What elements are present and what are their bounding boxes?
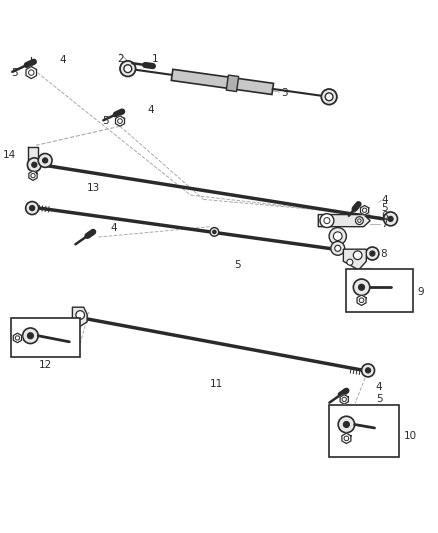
Circle shape: [359, 284, 364, 290]
FancyBboxPatch shape: [329, 405, 399, 457]
Circle shape: [31, 173, 35, 177]
Text: 4: 4: [110, 223, 117, 233]
Circle shape: [325, 93, 333, 101]
Text: 7: 7: [381, 219, 388, 229]
Circle shape: [343, 422, 350, 427]
Circle shape: [42, 158, 48, 163]
Circle shape: [342, 397, 346, 401]
Circle shape: [29, 205, 35, 211]
Circle shape: [210, 228, 219, 236]
Circle shape: [120, 61, 136, 76]
Polygon shape: [13, 333, 21, 343]
Polygon shape: [226, 75, 239, 92]
Circle shape: [32, 162, 37, 167]
Polygon shape: [171, 69, 273, 94]
Text: 13: 13: [87, 183, 100, 193]
Text: 14: 14: [4, 150, 17, 160]
Circle shape: [335, 245, 341, 252]
Circle shape: [388, 216, 393, 222]
Circle shape: [353, 279, 370, 295]
Circle shape: [321, 89, 337, 104]
Polygon shape: [343, 249, 366, 270]
Polygon shape: [340, 394, 348, 404]
Text: 11: 11: [210, 379, 223, 389]
Polygon shape: [116, 116, 124, 126]
Text: 5: 5: [12, 68, 18, 78]
Circle shape: [333, 232, 342, 240]
Circle shape: [28, 70, 34, 75]
Text: 2: 2: [117, 54, 124, 64]
Polygon shape: [318, 215, 370, 227]
Circle shape: [362, 208, 367, 212]
Text: 6: 6: [381, 211, 388, 221]
Text: 9: 9: [418, 287, 424, 297]
Circle shape: [38, 154, 52, 167]
Polygon shape: [26, 67, 36, 79]
Circle shape: [23, 328, 38, 344]
Text: 1: 1: [152, 54, 159, 64]
Text: 4: 4: [376, 382, 382, 392]
Circle shape: [359, 298, 364, 303]
Circle shape: [384, 212, 397, 226]
Text: 5: 5: [102, 116, 109, 126]
Text: 10: 10: [403, 431, 417, 441]
Circle shape: [76, 311, 85, 319]
Circle shape: [370, 251, 375, 256]
Polygon shape: [28, 148, 38, 169]
Polygon shape: [357, 295, 366, 305]
Text: 12: 12: [39, 360, 52, 370]
Circle shape: [212, 230, 216, 233]
Text: 5: 5: [376, 393, 382, 403]
Circle shape: [365, 368, 371, 373]
FancyBboxPatch shape: [11, 318, 80, 358]
Circle shape: [353, 251, 362, 260]
Text: 4: 4: [60, 55, 66, 66]
Circle shape: [361, 364, 374, 377]
Text: 5: 5: [234, 260, 240, 270]
Circle shape: [366, 247, 379, 260]
Circle shape: [331, 241, 345, 255]
Text: 3: 3: [282, 88, 288, 99]
Circle shape: [28, 333, 33, 339]
Circle shape: [347, 259, 353, 265]
Polygon shape: [342, 433, 351, 443]
Circle shape: [324, 217, 330, 224]
Circle shape: [356, 217, 363, 224]
Polygon shape: [72, 307, 87, 326]
Circle shape: [26, 201, 39, 215]
FancyBboxPatch shape: [346, 269, 413, 312]
Circle shape: [320, 214, 334, 228]
Circle shape: [15, 336, 20, 340]
Polygon shape: [29, 171, 37, 180]
Text: 4: 4: [147, 105, 154, 115]
Circle shape: [329, 228, 346, 245]
Circle shape: [118, 119, 122, 124]
Circle shape: [124, 65, 132, 72]
Polygon shape: [360, 205, 369, 215]
Text: 8: 8: [380, 248, 387, 259]
Circle shape: [358, 219, 361, 222]
Circle shape: [28, 158, 41, 172]
Circle shape: [344, 436, 349, 441]
Text: 4: 4: [381, 195, 388, 205]
Text: 5: 5: [381, 204, 388, 214]
Circle shape: [338, 416, 355, 433]
